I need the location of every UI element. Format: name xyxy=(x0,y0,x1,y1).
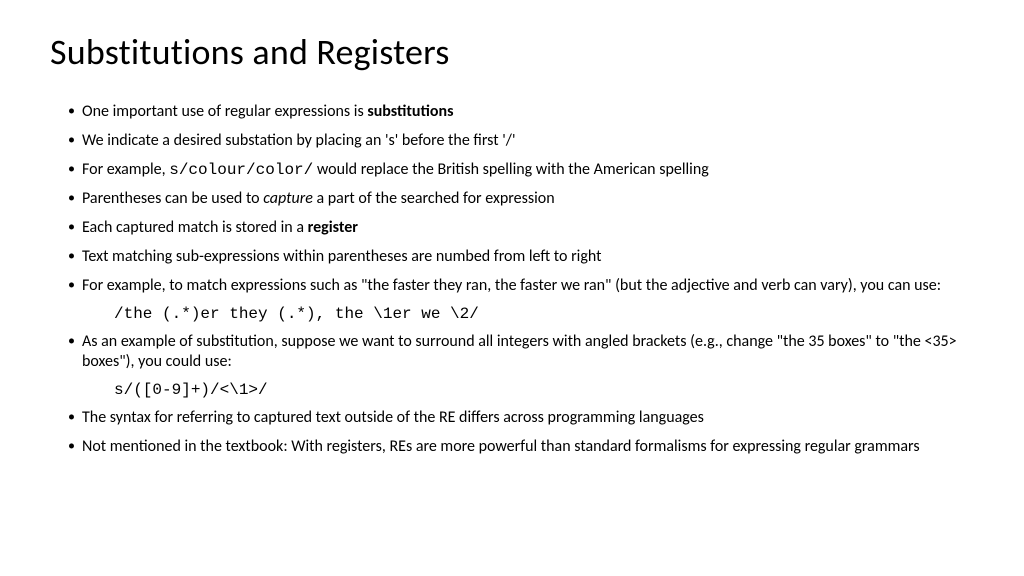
bullet-item: The syntax for referring to captured tex… xyxy=(68,408,974,428)
bullet-item: Not mentioned in the textbook: With regi… xyxy=(68,437,974,457)
bullet-bold: substitutions xyxy=(367,102,453,121)
bullet-bold: register xyxy=(308,218,358,237)
code-line: /the (.*)er they (.*), the \1er we \2/ xyxy=(68,305,974,323)
bullet-text: We indicate a desired substation by plac… xyxy=(82,131,515,150)
bullet-item: As an example of substitution, suppose w… xyxy=(68,332,974,372)
bullet-item: Each captured match is stored in a regis… xyxy=(68,218,974,238)
bullet-text: As an example of substitution, suppose w… xyxy=(82,332,957,371)
bullet-text: Each captured match is stored in a xyxy=(82,218,308,237)
bullet-text: would replace the British spelling with … xyxy=(313,160,709,179)
bullet-item: One important use of regular expressions… xyxy=(68,102,974,122)
bullet-item: For example, to match expressions such a… xyxy=(68,276,974,296)
bullet-list: One important use of regular expressions… xyxy=(50,102,974,457)
bullet-text: The syntax for referring to captured tex… xyxy=(82,408,704,427)
bullet-italic: capture xyxy=(263,189,313,208)
bullet-text: Parentheses can be used to xyxy=(82,189,263,208)
bullet-item: Parentheses can be used to capture a par… xyxy=(68,189,974,209)
bullet-text: One important use of regular expressions… xyxy=(82,102,367,121)
bullet-text: Text matching sub-expressions within par… xyxy=(82,247,601,266)
bullet-text: a part of the searched for expression xyxy=(313,189,555,208)
slide: Substitutions and Registers One importan… xyxy=(0,0,1024,576)
bullet-text: Not mentioned in the textbook: With regi… xyxy=(82,437,920,456)
bullet-item: We indicate a desired substation by plac… xyxy=(68,131,974,151)
bullet-text: For example, xyxy=(82,160,169,179)
bullet-text: For example, to match expressions such a… xyxy=(82,276,941,295)
code-line: s/([0-9]+)/<\1>/ xyxy=(68,381,974,399)
slide-title: Substitutions and Registers xyxy=(50,30,974,74)
inline-code: s/colour/color/ xyxy=(169,161,313,179)
bullet-item: Text matching sub-expressions within par… xyxy=(68,247,974,267)
bullet-item: For example, s/colour/color/ would repla… xyxy=(68,160,974,180)
